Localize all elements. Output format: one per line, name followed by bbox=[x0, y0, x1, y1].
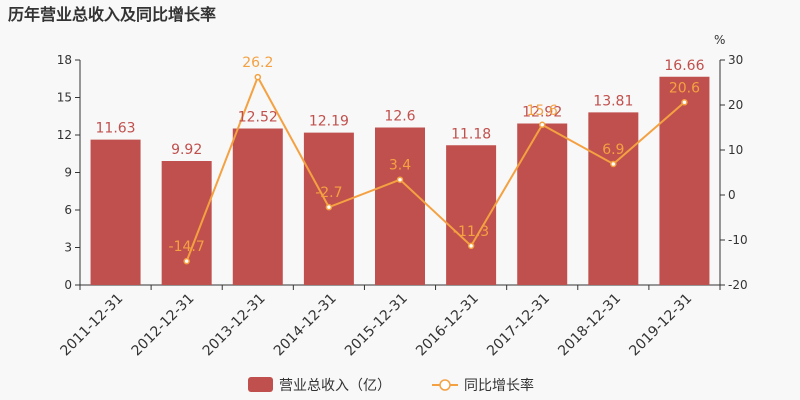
revenue-bar-label: 12.52 bbox=[238, 110, 278, 126]
right-axis-unit: % bbox=[714, 33, 725, 47]
growth-rate-line bbox=[185, 74, 686, 262]
x-tick-label: 2012-12-31 bbox=[129, 291, 198, 360]
left-tick-label: 6 bbox=[64, 203, 72, 217]
revenue-bar bbox=[161, 161, 212, 285]
x-tick-label: 2018-12-31 bbox=[555, 291, 624, 360]
growth-rate-point bbox=[396, 176, 404, 183]
growth-rate-point bbox=[325, 203, 333, 211]
legend: 营业总收入（亿） 同比增长率 bbox=[248, 377, 534, 394]
x-tick-label: 2016-12-31 bbox=[413, 291, 482, 360]
x-ticks-layer: 2011-12-31 2012-12-31 2013-12-31 2014-12-31… bbox=[58, 291, 696, 360]
right-tick-label: 30 bbox=[728, 53, 743, 67]
right-tick-label: 0 bbox=[728, 188, 736, 202]
growth-rate-point bbox=[681, 99, 688, 106]
revenue-bar-label: 12.92 bbox=[522, 105, 562, 121]
right-tick-label: 10 bbox=[728, 143, 743, 157]
revenue-bar bbox=[446, 145, 497, 285]
revenue-bar-label: 12.6 bbox=[384, 109, 415, 125]
line-layer bbox=[183, 73, 688, 265]
growth-rate-label: 26.2 bbox=[242, 55, 273, 71]
growth-rate-label: 20.6 bbox=[669, 80, 700, 96]
right-tick-label: -20 bbox=[728, 278, 748, 292]
growth-rate-label: 6.9 bbox=[602, 142, 624, 158]
revenue-bar-label: 9.92 bbox=[171, 142, 202, 158]
bars-layer bbox=[90, 76, 710, 285]
growth-rate-label: 15.6 bbox=[527, 103, 558, 119]
growth-rate-label: 3.4 bbox=[389, 158, 411, 174]
left-tick-label: 0 bbox=[64, 278, 72, 292]
legend-revenue-label: 营业总收入（亿） bbox=[279, 378, 391, 394]
legend-growth-label: 同比增长率 bbox=[464, 377, 534, 394]
right-tick-label: -10 bbox=[728, 233, 748, 247]
growth-rate-label: -14.7 bbox=[169, 239, 205, 255]
revenue-bar bbox=[588, 112, 639, 285]
chart-title: 历年营业总收入及同比增长率 bbox=[8, 5, 216, 24]
revenue-bar-label: 16.66 bbox=[664, 58, 704, 74]
growth-rate-point bbox=[538, 121, 546, 129]
x-tick-label: 2015-12-31 bbox=[342, 291, 411, 360]
growth-rate-point bbox=[254, 73, 262, 81]
right-tick-label: 20 bbox=[728, 98, 743, 112]
revenue-bar-label: 13.81 bbox=[593, 93, 633, 109]
x-tick-label: 2011-12-31 bbox=[58, 291, 127, 360]
labels-layer: 11.63 9.92 12.52 12.19 12.6 11.18 12.92 13.81 16… bbox=[96, 55, 705, 255]
revenue-bar bbox=[517, 123, 568, 285]
left-tick-label: 3 bbox=[64, 241, 72, 255]
left-tick-label: 15 bbox=[57, 91, 72, 105]
growth-rate-point bbox=[183, 257, 190, 265]
revenue-bar-label: 11.18 bbox=[451, 126, 491, 142]
left-tick-label: 18 bbox=[57, 53, 72, 67]
x-tick-label: 2017-12-31 bbox=[484, 291, 553, 360]
revenue-bar bbox=[232, 128, 283, 285]
legend-growth-swatch-marker bbox=[439, 379, 451, 391]
x-tick-label: 2014-12-31 bbox=[271, 291, 340, 360]
x-tick-label: 2013-12-31 bbox=[200, 291, 269, 360]
revenue-bar bbox=[90, 139, 141, 285]
left-tick-label: 9 bbox=[64, 166, 72, 180]
growth-rate-point bbox=[610, 160, 617, 168]
growth-rate-point bbox=[467, 242, 475, 250]
revenue-bar-label: 12.19 bbox=[309, 114, 349, 130]
legend-revenue-swatch bbox=[248, 377, 273, 392]
x-tick-label: 2019-12-31 bbox=[626, 291, 695, 360]
revenue-bar bbox=[659, 76, 710, 285]
revenue-bar bbox=[375, 127, 425, 285]
left-tick-label: 12 bbox=[57, 128, 72, 142]
revenue-bar-label: 11.63 bbox=[96, 121, 136, 137]
growth-rate-label: -11.3 bbox=[453, 224, 489, 240]
growth-rate-label: -2.7 bbox=[315, 185, 342, 201]
